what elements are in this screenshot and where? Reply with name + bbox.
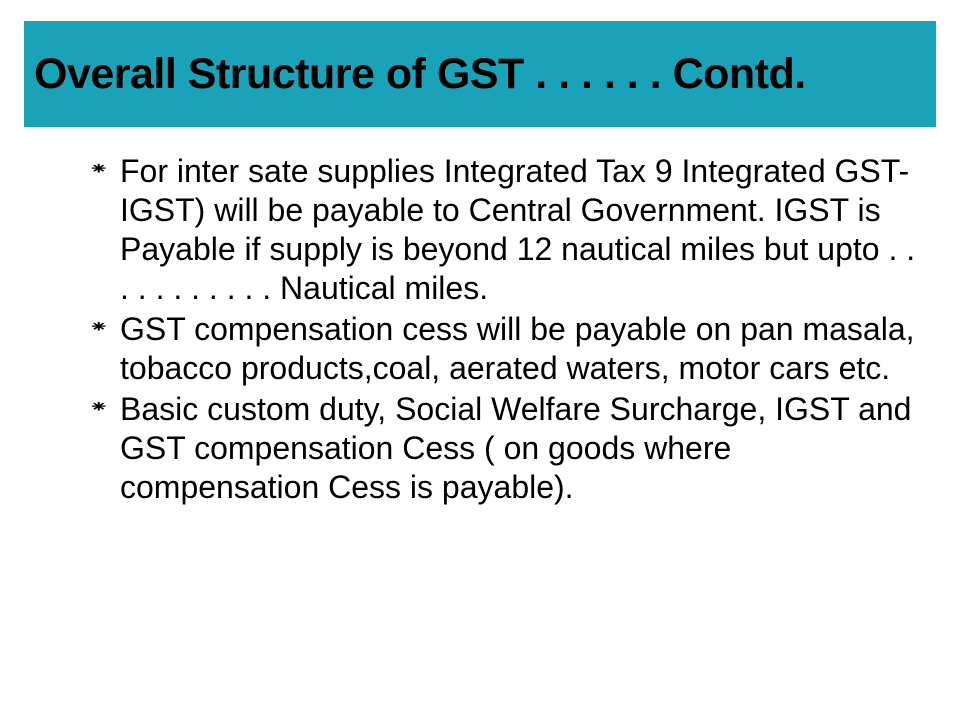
bullet-text: For inter sate supplies Integrated Tax 9… [120,152,916,308]
slide: Overall Structure of GST . . . . . . Con… [0,0,964,709]
bullet-icon: ⁕ [88,317,108,337]
bullet-text: GST compensation cess will be payable on… [120,310,916,388]
bullet-icon: ⁕ [88,397,108,417]
bullet-text: Basic custom duty, Social Welfare Surcha… [120,390,916,507]
slide-title: Overall Structure of GST . . . . . . Con… [34,50,806,99]
list-item: ⁕ For inter sate supplies Integrated Tax… [88,152,916,308]
list-item: ⁕ GST compensation cess will be payable … [88,310,916,388]
bullet-icon: ⁕ [88,159,108,179]
title-bar: Overall Structure of GST . . . . . . Con… [24,21,936,127]
list-item: ⁕ Basic custom duty, Social Welfare Surc… [88,390,916,507]
slide-body: ⁕ For inter sate supplies Integrated Tax… [88,152,916,509]
